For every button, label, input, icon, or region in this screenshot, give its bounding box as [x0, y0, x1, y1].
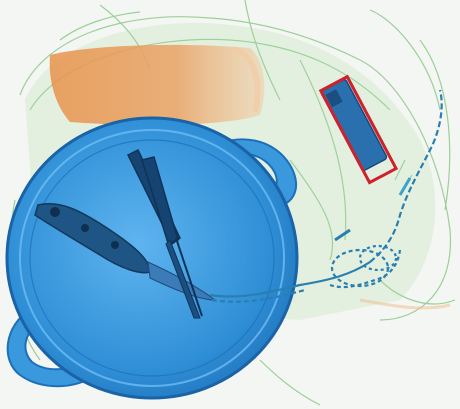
organic-block	[49, 44, 265, 126]
detection-box	[318, 74, 399, 185]
cooking-pot	[5, 116, 299, 400]
organic-trace	[359, 298, 451, 310]
scissors	[126, 148, 203, 319]
chain	[209, 89, 443, 303]
plastic-bag	[9, 0, 456, 406]
